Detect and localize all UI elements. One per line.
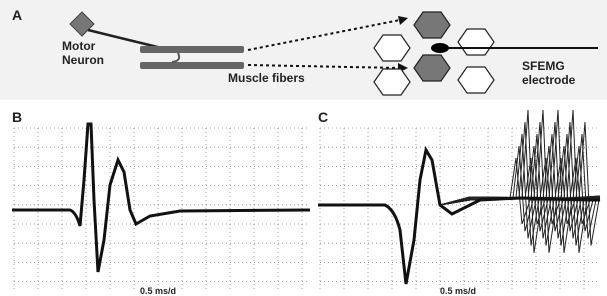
panel-label: C: [318, 109, 328, 125]
panel-label: B: [12, 109, 22, 125]
fibers-label: Muscle fibers: [228, 71, 305, 85]
muscle-fiber: [140, 46, 244, 53]
waveform: [12, 124, 310, 272]
superimposed-traces: [440, 110, 600, 253]
muscle-fiber: [140, 62, 244, 69]
electrode-tip: [431, 43, 449, 53]
scale-label: 0.5 ms/d: [140, 286, 176, 296]
neuron-label: Motor: [62, 39, 96, 53]
page: A Motor Neuron Muscle fibers SFEMG elect…: [0, 0, 607, 296]
figure: A Motor Neuron Muscle fibers SFEMG elect…: [0, 0, 607, 296]
scale-label: 0.5 ms/d: [440, 286, 476, 296]
panel-label: A: [12, 7, 22, 23]
neuron-label: Neuron: [62, 53, 104, 67]
electrode-label: electrode: [522, 73, 576, 87]
electrode-label: SFEMG: [522, 59, 565, 73]
